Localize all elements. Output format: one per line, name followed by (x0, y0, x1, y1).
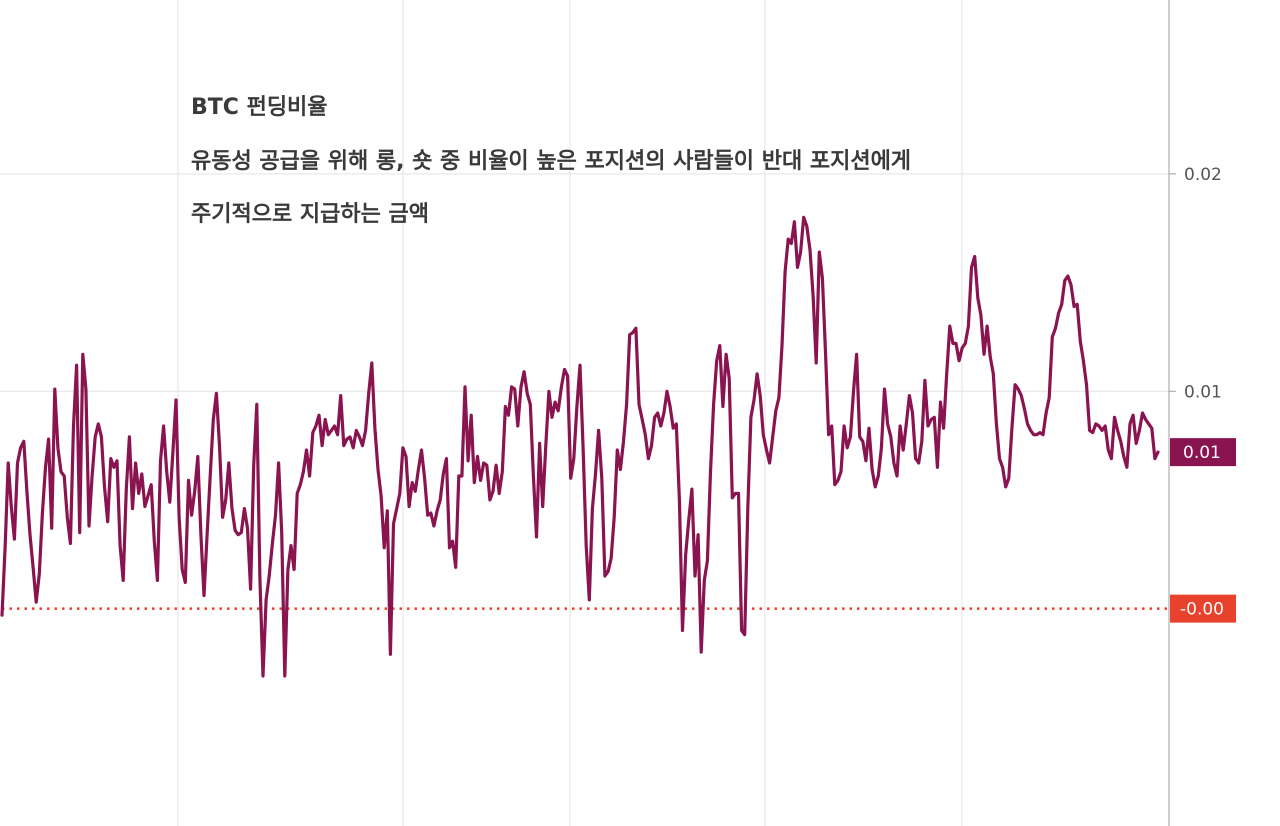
funding-rate-series-line (0, 215, 1160, 678)
reference-value-label: -0.00 (1180, 600, 1224, 620)
y-tick-label: 0.01 (1184, 382, 1222, 402)
reference-value-badge: -0.00 (1170, 594, 1236, 623)
chart-annotation-line-2: 주기적으로 지급하는 금액 (191, 202, 429, 227)
y-tick-label: 0.02 (1184, 165, 1222, 185)
last-value-label: 0.01 (1183, 443, 1221, 463)
horizontal-gridlines (0, 173, 1169, 392)
reference-value-badge-bg (1170, 594, 1236, 623)
y-axis-ticks: 0.02 0.01 (1169, 165, 1222, 402)
last-value-badge-bg (1170, 438, 1236, 467)
last-value-badge: 0.01 (1170, 438, 1236, 467)
chart-annotation-title: BTC 펀딩비율 (191, 95, 328, 120)
chart-annotation-line-1: 유동성 공급을 위해 롱, 숏 중 비율이 높은 포지션의 사람들이 반대 포지… (191, 149, 912, 174)
